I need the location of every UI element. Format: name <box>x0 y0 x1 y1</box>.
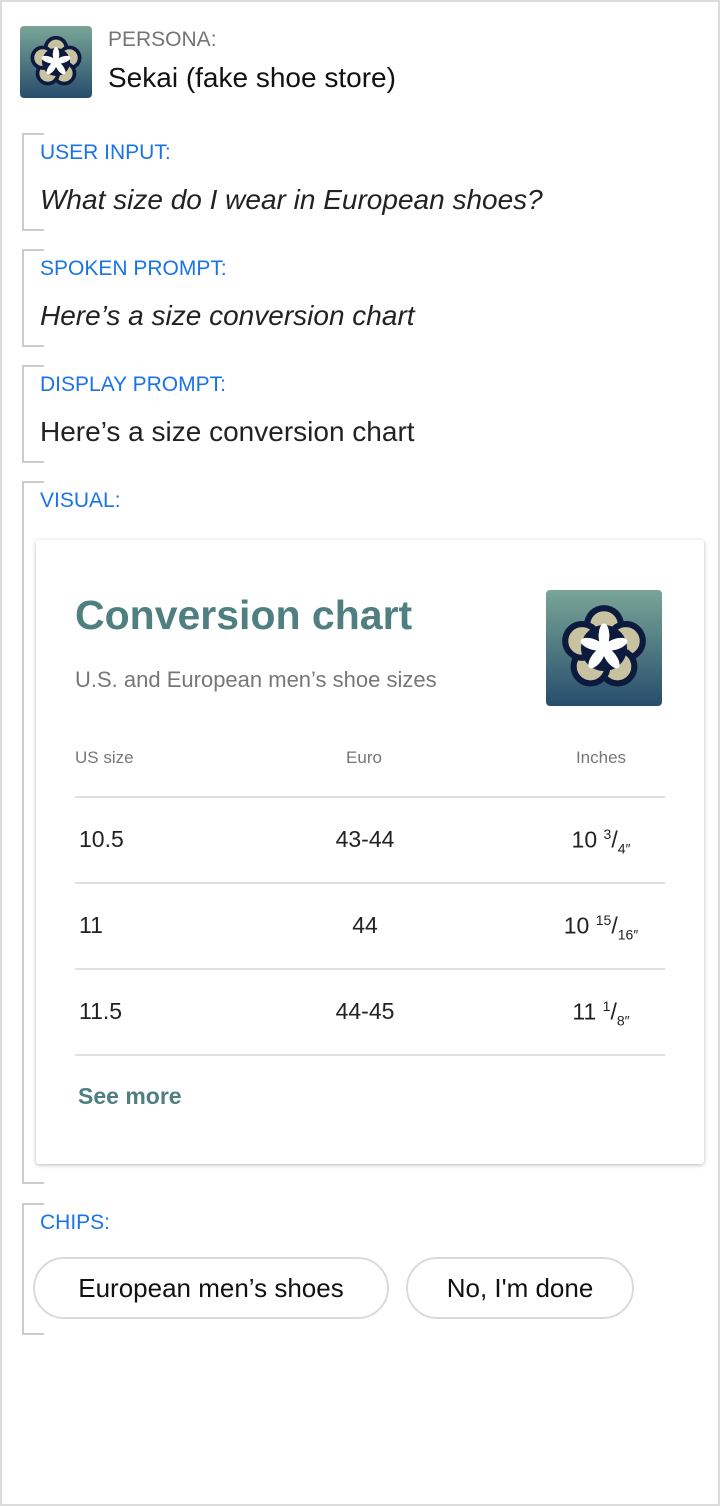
bracket <box>22 249 44 347</box>
visual-label: VISUAL: <box>40 489 121 512</box>
persona-logo <box>20 26 92 98</box>
persona-name: Sekai (fake shoe store) <box>108 62 396 93</box>
user-input-text: What size do I wear in European shoes? <box>40 184 543 215</box>
inches: 10 15/16″ <box>563 912 639 943</box>
chip-european-mens-shoes[interactable]: European men’s shoes <box>33 1257 389 1319</box>
chips-label: CHIPS: <box>40 1211 111 1234</box>
inch-den: 16″ <box>617 926 639 943</box>
user-input-label: USER INPUT: <box>40 141 171 164</box>
bracket <box>22 365 44 463</box>
header-us-size: US size <box>75 748 134 767</box>
flower-logo-icon <box>30 35 82 86</box>
us-size: 10.5 <box>79 826 124 852</box>
inch-num: 1 <box>602 998 611 1014</box>
bracket <box>22 1203 44 1335</box>
inch-whole: 10 <box>571 826 598 853</box>
conversion-card: Conversion chart U.S. and European men’s… <box>36 540 704 1164</box>
table-row: 11 44 10 15/16″ <box>75 882 665 968</box>
table-row: 11.5 44-45 11 1/8″ <box>75 968 665 1054</box>
inches: 10 3/4″ <box>571 826 631 857</box>
divider <box>75 1054 665 1056</box>
persona-label: PERSONA: <box>108 28 217 51</box>
euro-size: 44-45 <box>335 998 395 1024</box>
euro-size: 44 <box>352 912 378 938</box>
chip-no-im-done[interactable]: No, I'm done <box>406 1257 634 1319</box>
display-prompt-text: Here’s a size conversion chart <box>40 416 415 447</box>
inch-num: 15 <box>595 912 612 928</box>
header-inches: Inches <box>575 748 627 767</box>
table-row: 10.5 43-44 10 3/4″ <box>75 796 665 882</box>
inch-whole: 10 <box>563 912 590 939</box>
euro-size: 43-44 <box>335 826 395 852</box>
spoken-prompt-label: SPOKEN PROMPT: <box>40 257 227 280</box>
inch-whole: 11 <box>572 998 597 1025</box>
us-size: 11 <box>79 912 103 938</box>
bracket <box>22 481 44 1184</box>
see-more-link[interactable]: See more <box>78 1083 182 1109</box>
inch-den: 4″ <box>617 840 631 857</box>
bracket <box>22 133 44 231</box>
inches: 11 1/8″ <box>572 998 630 1029</box>
card-logo <box>546 590 662 706</box>
display-prompt-label: DISPLAY PROMPT: <box>40 373 226 396</box>
inch-den: 8″ <box>616 1012 630 1029</box>
card-subtitle: U.S. and European men’s shoe sizes <box>75 667 437 692</box>
header-euro: Euro <box>346 748 382 767</box>
card-title: Conversion chart <box>75 592 413 638</box>
spoken-prompt-text: Here’s a size conversion chart <box>40 300 415 331</box>
us-size: 11.5 <box>79 998 123 1024</box>
inch-num: 3 <box>603 826 612 842</box>
flower-logo-icon <box>562 605 646 687</box>
